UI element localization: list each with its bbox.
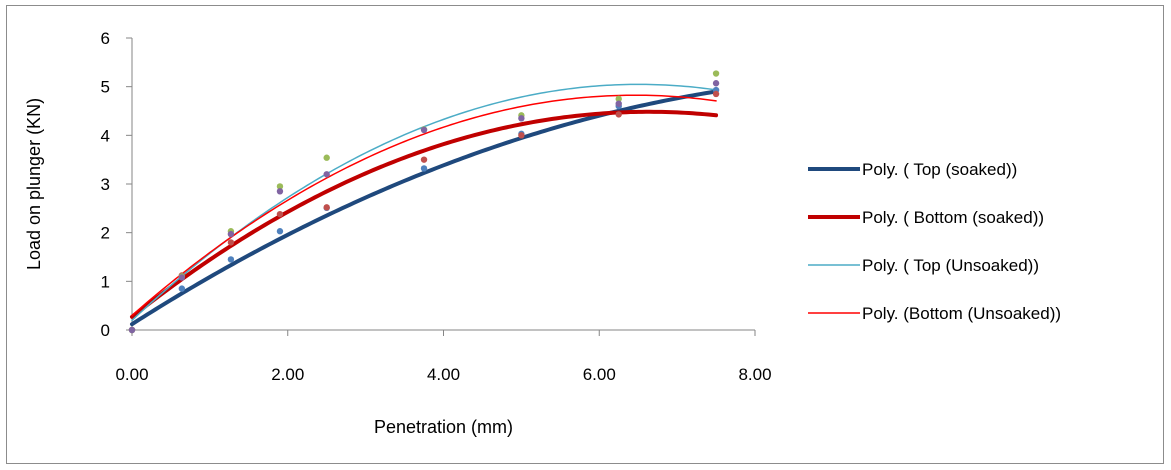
chart-axes xyxy=(126,37,756,336)
trendline-4 xyxy=(131,94,717,317)
data-point-series-1 xyxy=(420,165,428,172)
data-point-series-2 xyxy=(323,204,330,211)
x-axis-title: Penetration (mm) xyxy=(374,417,513,437)
y-tick-label: 6 xyxy=(101,29,110,48)
chart-frame xyxy=(6,5,1164,464)
data-points xyxy=(128,70,720,334)
y-tick-label: 4 xyxy=(101,126,110,145)
x-tick-label: 4.00 xyxy=(427,365,460,384)
data-point-series-2 xyxy=(227,239,235,246)
data-point-series-4 xyxy=(276,188,284,195)
data-point-series-2 xyxy=(712,90,720,98)
legend: Poly. ( Top (soaked)) Poly. ( Bottom (soa… xyxy=(808,160,1061,323)
trendline-3 xyxy=(131,83,717,322)
legend-label: Poly. (Bottom (Unsoaked)) xyxy=(862,304,1061,323)
data-point-series-2 xyxy=(276,210,284,218)
y-axis-title: Load on plunger (KN) xyxy=(24,98,44,270)
data-point-series-4 xyxy=(227,230,235,238)
data-point-series-2 xyxy=(615,111,622,118)
x-tick-label: 6.00 xyxy=(583,365,616,384)
data-point-series-2 xyxy=(518,132,525,139)
data-point-series-4 xyxy=(323,171,330,178)
legend-label: Poly. ( Top (Unsoaked)) xyxy=(862,256,1039,275)
data-point-series-3 xyxy=(323,154,330,161)
data-point-series-2 xyxy=(420,156,428,163)
y-tick-label: 5 xyxy=(101,78,110,97)
data-point-series-3 xyxy=(712,70,720,77)
x-tick-label: 2.00 xyxy=(271,365,304,384)
data-point-series-1 xyxy=(227,256,235,263)
y-tick-label: 0 xyxy=(101,321,110,340)
data-point-series-4 xyxy=(178,274,186,281)
data-point-series-4 xyxy=(712,80,720,87)
tick-labels: 0 1 2 3 4 5 6 0.00 2.00 4.00 6.00 8.00 xyxy=(101,29,772,384)
data-point-series-3 xyxy=(615,95,622,103)
y-tick-label: 1 xyxy=(101,272,110,291)
data-point-series-4 xyxy=(128,326,136,334)
trendline-2 xyxy=(130,109,719,319)
data-point-series-4 xyxy=(420,126,428,134)
legend-label: Poly. ( Top (soaked)) xyxy=(862,160,1017,179)
data-point-series-4 xyxy=(615,100,622,107)
y-tick-label: 3 xyxy=(101,175,110,194)
data-point-series-3 xyxy=(276,183,284,190)
y-tick-label: 2 xyxy=(101,224,110,243)
legend-label: Poly. ( Bottom (soaked)) xyxy=(862,208,1044,227)
x-tick-label: 0.00 xyxy=(115,365,148,384)
x-tick-label: 8.00 xyxy=(738,365,771,384)
data-point-series-4 xyxy=(518,115,525,122)
data-point-series-1 xyxy=(178,285,186,292)
data-point-series-1 xyxy=(276,228,284,235)
trendlines xyxy=(130,83,719,327)
